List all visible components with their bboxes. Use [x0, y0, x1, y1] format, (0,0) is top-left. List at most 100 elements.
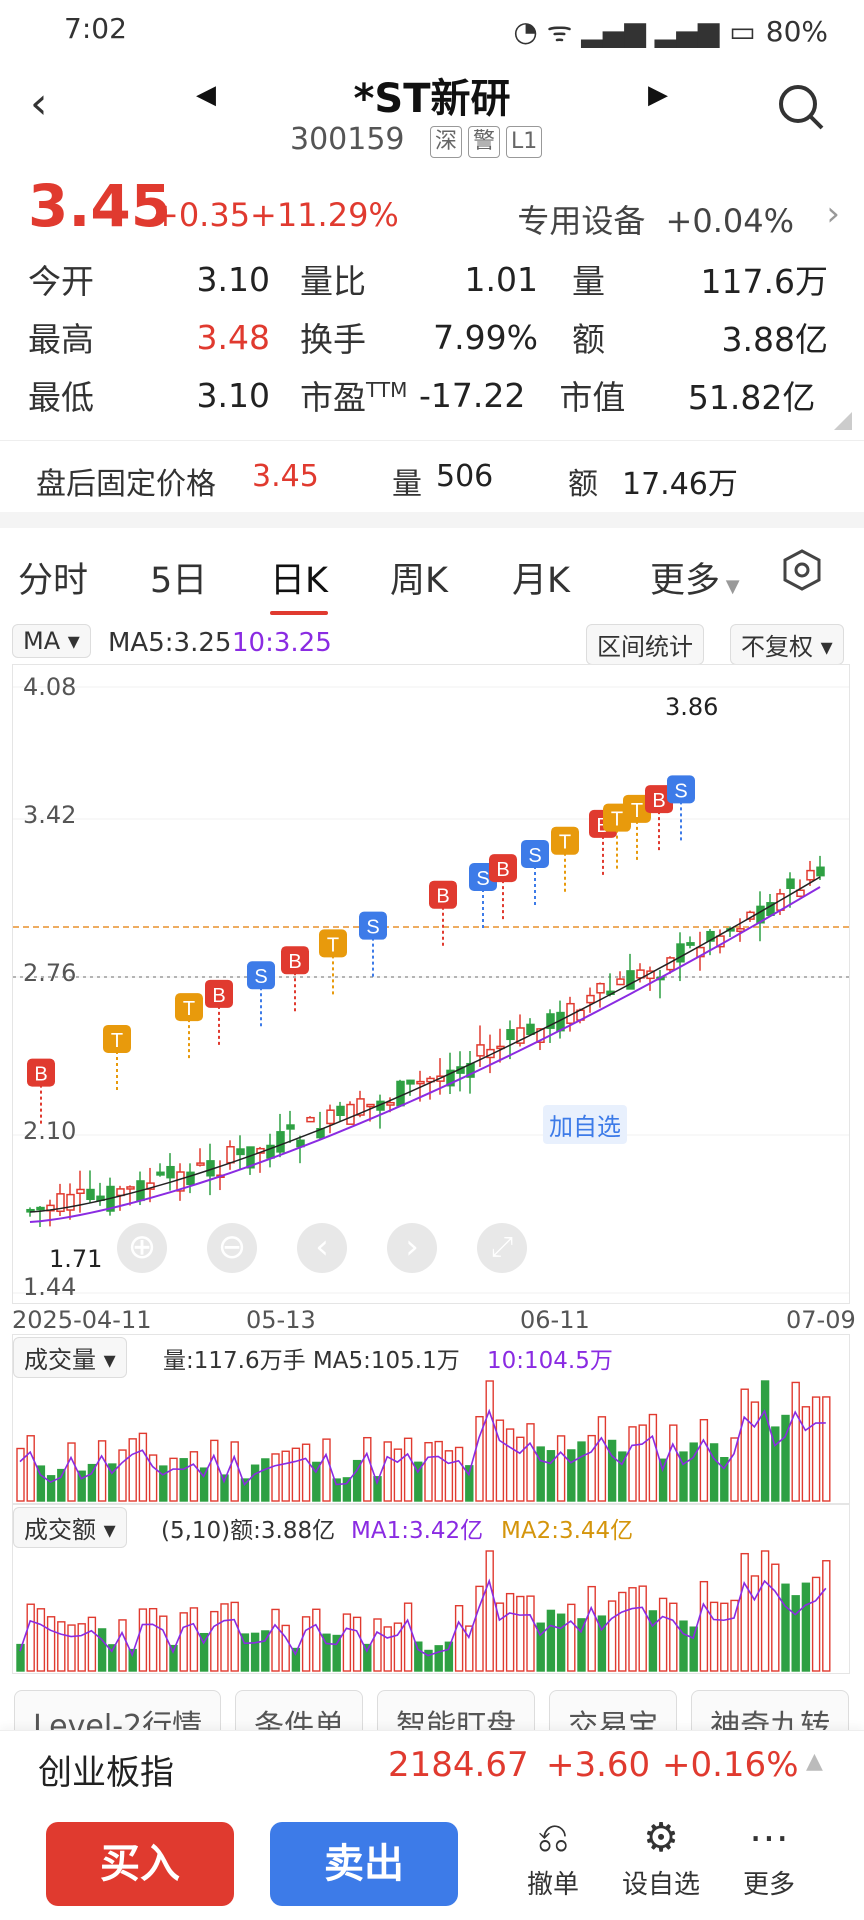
tab-more[interactable]: 更多 ▼	[650, 561, 740, 601]
volume-bar	[240, 1633, 250, 1672]
volume-bar	[536, 1446, 545, 1502]
cancel-order-button[interactable]: ⎌ 撤单	[498, 1812, 608, 1901]
volume-bar	[811, 1576, 821, 1672]
volume-bar	[261, 1630, 270, 1672]
volume-bar	[230, 1441, 239, 1502]
volume-bar	[444, 1641, 454, 1672]
candle-body	[686, 942, 695, 946]
volume-bar	[597, 1416, 607, 1502]
candle-body	[86, 1188, 95, 1201]
adjust-select[interactable]: 不复权 ▾	[730, 624, 844, 665]
more-dots-icon: ⋯	[749, 1815, 789, 1861]
battery-icon: ▭	[729, 14, 756, 48]
pan-left-icon[interactable]: ‹	[297, 1223, 347, 1273]
volume-bar	[424, 1441, 433, 1502]
signal-label: B	[652, 790, 665, 812]
volume-bar	[393, 1622, 403, 1672]
tab-monthly[interactable]: 月K	[512, 561, 570, 601]
volume-bar	[77, 1470, 86, 1502]
expand-corner-icon[interactable]	[834, 412, 852, 430]
volume-bar	[301, 1616, 311, 1672]
back-icon[interactable]: ‹	[30, 78, 48, 129]
next-stock-icon[interactable]: ▶	[648, 80, 668, 110]
volume-bar	[536, 1622, 545, 1672]
chart-tabs: 分时 5日 日K 周K 月K 更多 ▼	[0, 532, 864, 615]
volume-panel[interactable]: 成交量 ▾ 量:117.6万手 MA5:105.1万 10:104.5万	[12, 1334, 850, 1504]
volume-bar	[801, 1406, 811, 1502]
volume-bar	[159, 1615, 168, 1672]
volume-bar	[77, 1623, 86, 1672]
sector-info[interactable]: 专用设备 +0.04%	[517, 196, 794, 242]
kline-chart[interactable]: BTTBSBTSBSBSTBTTBS 4.08 3.42 2.76 2.10 1…	[12, 664, 850, 1304]
collapse-up-icon[interactable]: ▲	[806, 1749, 823, 1774]
volume-bar	[699, 1580, 709, 1672]
tab-intraday[interactable]: 分时	[18, 561, 89, 601]
volume-bar	[791, 1595, 800, 1672]
signal-badge	[319, 929, 347, 958]
volume-bar	[373, 1618, 382, 1672]
volume-bar	[57, 1621, 66, 1672]
tab-weekly[interactable]: 周K	[390, 561, 448, 601]
amount-panel[interactable]: 成交额 ▾ (5,10)额:3.88亿 MA1:3.42亿 MA2:3.44亿	[12, 1504, 850, 1674]
volume-bar	[465, 1465, 474, 1502]
tab-daily[interactable]: 日K	[270, 552, 328, 615]
candle-body	[626, 970, 635, 990]
candle-body	[676, 943, 685, 963]
volume-bar	[352, 1616, 362, 1672]
ma5-line	[29, 876, 821, 1213]
kline-svg: BTTBSBTSBSBSTBTTBS	[13, 686, 849, 1294]
volume-bar	[148, 1454, 158, 1502]
fullscreen-icon[interactable]: ⤢	[477, 1223, 527, 1273]
amount-select[interactable]: 成交额 ▾	[13, 1507, 127, 1548]
volume-bar	[97, 1440, 107, 1502]
candle-body	[506, 1029, 515, 1041]
volume-bar	[128, 1648, 137, 1672]
volume-bar	[567, 1603, 576, 1672]
volume-bar	[199, 1467, 209, 1502]
price-change: +0.35	[152, 196, 251, 234]
settings-hex-icon[interactable]	[780, 548, 824, 601]
volume-bar	[271, 1608, 280, 1672]
search-icon[interactable]	[776, 82, 826, 136]
volume-bar	[118, 1619, 127, 1672]
volume-bar	[312, 1608, 321, 1672]
volume-bar	[475, 1585, 484, 1672]
range-stats-button[interactable]: 区间统计	[586, 624, 704, 665]
volume-bar	[495, 1602, 505, 1672]
volume-bar	[454, 1605, 464, 1672]
low-marker: 1.71	[49, 1245, 103, 1273]
volume-bar	[16, 1447, 25, 1502]
buy-button[interactable]: 买入	[46, 1822, 234, 1906]
volume-bar	[210, 1439, 219, 1502]
volume-bar	[822, 1396, 831, 1502]
candle-body	[346, 1103, 355, 1125]
more-button[interactable]: ⋯ 更多	[714, 1812, 824, 1901]
set-favorite-button[interactable]: ⚙ 设自选	[606, 1812, 716, 1901]
tab-5day[interactable]: 5日	[150, 561, 208, 601]
ma-select[interactable]: MA ▾	[12, 624, 91, 658]
chevron-right-icon[interactable]: ›	[826, 194, 840, 234]
signal-label: T	[631, 800, 643, 822]
volume-select[interactable]: 成交量 ▾	[13, 1337, 127, 1378]
zoom-in-icon[interactable]: ⊕	[117, 1223, 167, 1273]
volume-bar	[720, 1457, 729, 1502]
volume-bar	[250, 1632, 260, 1672]
quote-grid: 今开 3.10 量比 1.01 量 117.6万 最高 3.48 换手 7.99…	[28, 250, 838, 424]
signal-badge	[359, 911, 387, 940]
index-bar[interactable]: 创业板指 2184.67 +3.60 +0.16% ▲	[0, 1730, 864, 1802]
pan-right-icon[interactable]: ›	[387, 1223, 437, 1273]
candle-body	[396, 1080, 405, 1107]
volume-bar	[669, 1602, 678, 1672]
prev-stock-icon[interactable]: ◀	[196, 80, 216, 110]
zoom-out-icon[interactable]: ⊖	[207, 1223, 257, 1273]
candle-body	[156, 1171, 165, 1176]
ma10-line	[29, 886, 821, 1223]
volume-bar	[189, 1451, 199, 1502]
volume-bar	[771, 1563, 780, 1672]
candle-body	[616, 978, 625, 986]
add-favorite-chip[interactable]: 加自选	[543, 1105, 627, 1144]
volume-bar	[475, 1415, 484, 1502]
current-price: 3.45	[28, 172, 172, 240]
volume-bar	[383, 1626, 392, 1672]
sell-button[interactable]: 卖出	[270, 1822, 458, 1906]
